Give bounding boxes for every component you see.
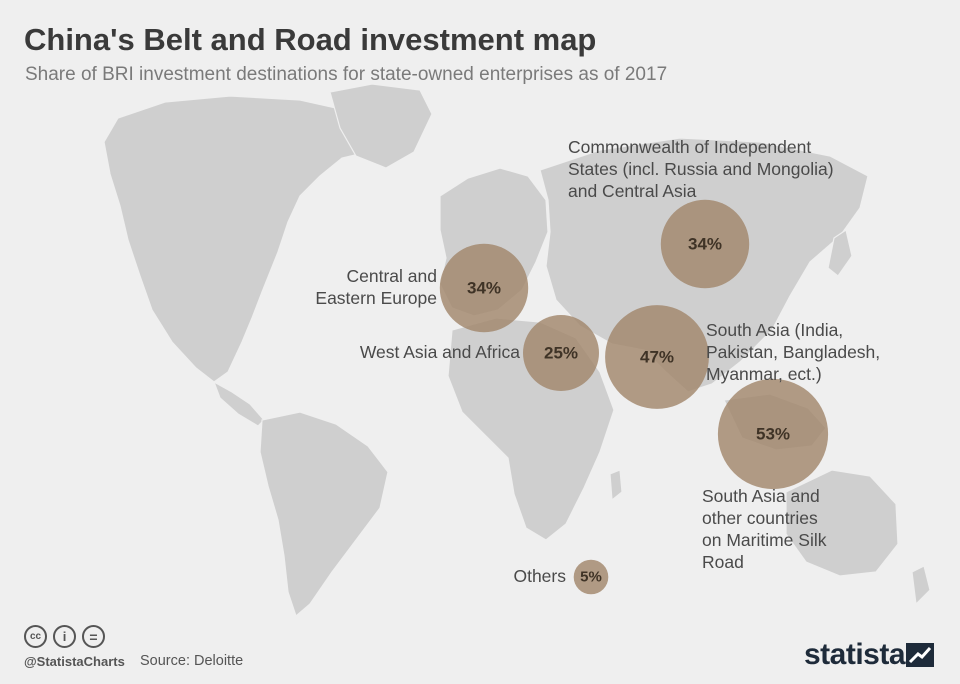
chart-subtitle: Share of BRI investment destinations for… [25,64,668,85]
label-line: Central and [346,266,437,286]
label-line: Pakistan, Bangladesh, [706,342,881,362]
license-icons: cc i = [24,625,105,648]
label-line: other countries [702,508,818,528]
statista-logo-icon [906,643,934,667]
share-bubbles: 34% 34% 25% 47% 53% 5% [439,199,829,595]
label-line: Others [513,566,566,586]
madagascar [609,469,623,502]
label-line: States (incl. Russia and Mongolia) [568,159,834,179]
label-sea: South Asia and other countries on Mariti… [702,485,826,573]
label-wa: West Asia and Africa [360,341,520,363]
label-cis: Commonwealth of Independent States (incl… [568,136,834,202]
chart-title: China's Belt and Road investment map [24,22,597,57]
new-zealand [911,565,931,606]
japan [827,229,853,277]
label-line: Road [702,552,744,572]
share-label-oth: 5% [580,569,602,586]
no-derivatives-icon[interactable]: = [82,625,105,648]
share-label-cee: 34% [467,279,501,298]
south-america [259,411,389,618]
label-others: Others [513,565,566,587]
label-line: and Central Asia [568,181,697,201]
bubble-wa [523,315,599,391]
statista-logo[interactable]: statista [804,638,906,671]
north-america [103,95,379,383]
bubble-cis [660,199,750,289]
label-line: Commonwealth of Independent [568,137,812,157]
share-label-sea: 53% [756,425,790,444]
central-america [212,380,265,427]
australia [785,469,899,577]
bubble-sea [717,378,829,490]
label-line: Eastern Europe [315,288,437,308]
label-cee: Central and Eastern Europe [315,265,437,309]
bubble-cee [439,243,529,333]
label-line: West Asia and Africa [359,342,520,362]
label-line: South Asia and [702,486,820,506]
attribution-icon[interactable]: i [53,625,76,648]
share-label-sa: 47% [640,348,674,367]
cc-icon[interactable]: cc [24,625,47,648]
share-label-cis: 34% [688,235,722,254]
bubble-oth [573,559,609,595]
label-line: on Maritime Silk [702,530,827,550]
share-label-wa: 25% [544,344,578,363]
greenland [329,83,433,169]
label-sa: South Asia (India, Pakistan, Bangladesh,… [706,319,880,385]
bubble-sa [605,305,709,409]
label-line: Myanmar, ect.) [706,364,822,384]
label-line: South Asia (India, [706,320,844,340]
twitter-handle[interactable]: @StatistaCharts [24,654,125,669]
source-note: Source: Deloitte [140,653,244,669]
